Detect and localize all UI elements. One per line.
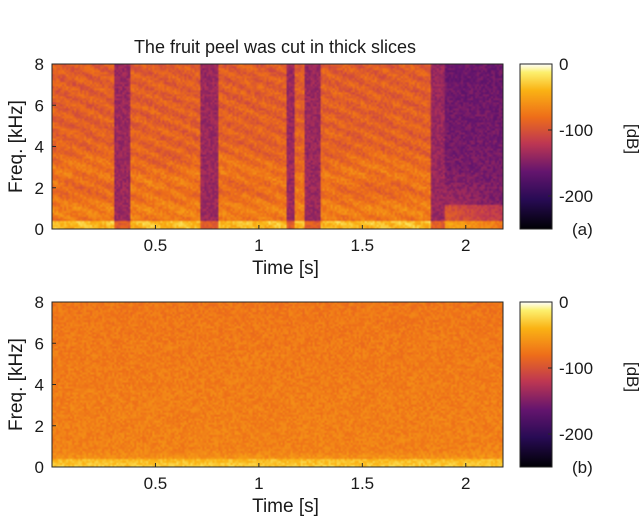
y-tick-label: 6: [35, 334, 44, 353]
panel-a: The fruit peel was cut in thick slices 0…: [6, 37, 640, 279]
y-tick-label: 2: [35, 179, 44, 198]
spectrogram-image: [52, 302, 503, 467]
y-tick-label: 0: [35, 458, 44, 477]
y-tick-label: 2: [35, 417, 44, 436]
y-tick-label: 6: [35, 96, 44, 115]
panel-label: (a): [572, 220, 593, 239]
panel-b: 0.5 1 1.5 2 0 2 4 6 8 Time [s] Freq. [kHz] 0 -100 -20…: [6, 293, 640, 517]
y-tick-label: 4: [35, 376, 44, 395]
x-tick-label: 1: [254, 236, 263, 255]
x-tick-label: 0.5: [144, 236, 168, 255]
colorbar-tick-label: -100: [559, 121, 593, 140]
colorbar-tick-label: -200: [559, 425, 593, 444]
colorbar: [519, 301, 553, 468]
spectrogram-image: [52, 64, 503, 229]
x-tick-label: 2: [461, 236, 470, 255]
x-axis-label: Time [s]: [252, 496, 319, 517]
colorbar-tick-label: 0: [559, 293, 568, 312]
x-tick-label: 1.5: [351, 236, 375, 255]
panel-label: (b): [572, 458, 593, 477]
x-tick-label: 0.5: [144, 474, 168, 493]
x-axis-label: Time [s]: [252, 258, 319, 279]
colorbar: [519, 63, 553, 230]
y-tick-label: 8: [35, 293, 44, 312]
x-tick-label: 1: [254, 474, 263, 493]
colorbar-label: [dB]: [623, 124, 640, 154]
colorbar-tick-label: -100: [559, 359, 593, 378]
y-axis-label: Freq. [kHz]: [6, 338, 27, 431]
colorbar-label: [dB]: [623, 362, 640, 392]
y-tick-label: 0: [35, 220, 44, 239]
y-tick-label: 8: [35, 55, 44, 74]
colorbar-tick-label: -200: [559, 187, 593, 206]
colorbar-tick-label: 0: [559, 55, 568, 74]
y-tick-label: 4: [35, 138, 44, 157]
chart-title: The fruit peel was cut in thick slices: [134, 37, 416, 57]
x-tick-label: 1.5: [351, 474, 375, 493]
y-axis-label: Freq. [kHz]: [6, 100, 27, 193]
x-tick-label: 2: [461, 474, 470, 493]
